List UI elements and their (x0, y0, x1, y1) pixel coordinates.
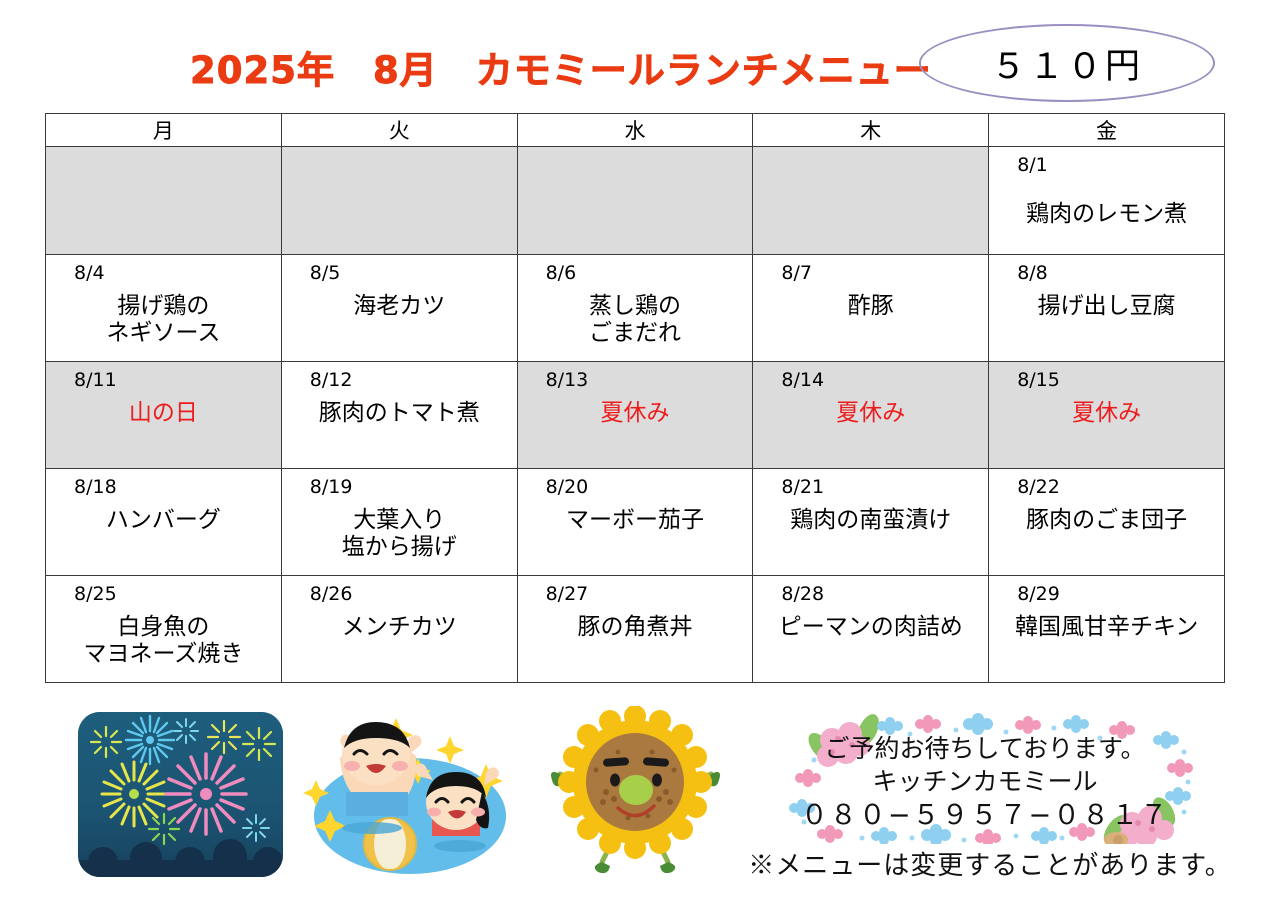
page-header: 2025年 8月 カモミールランチメニュー ５１０円 (0, 0, 1280, 112)
calendar-cell: 8/15 夏休み (988, 361, 1225, 469)
calendar-cell: 8/13 夏休み (516, 361, 754, 469)
contact-block: ご予約お待ちしております。 キッチンカモミール ０８０−５９５７−０８１７ (760, 712, 1210, 844)
cell-menu: メンチカツ (341, 614, 457, 640)
contact-text: ご予約お待ちしております。 キッチンカモミール ０８０−５９５７−０８１７ (760, 732, 1210, 834)
shop-name: キッチンカモミール (872, 767, 1098, 796)
table-row: 8/4 揚げ鶏の ネギソース 8/5 海老カツ 8/6 蒸し鶏の ごまだれ 8/… (45, 254, 1225, 362)
cell-date: 8/25 (74, 583, 117, 605)
table-row: 8/11 山の日 8/12 豚肉のトマト煮 8/13 夏休み 8/14 夏休み … (45, 361, 1225, 469)
price-badge: ５１０円 (919, 24, 1215, 102)
calendar-cell: 8/14 夏休み (752, 361, 990, 469)
reservation-message: ご予約お待ちしております。 (824, 734, 1146, 763)
table-row: 8/18 ハンバーグ 8/19 大葉入り 塩から揚げ 8/20 マーボー茄子 8… (45, 468, 1225, 576)
cell-date: 8/1 (1017, 154, 1048, 176)
page-title: 2025年 8月 カモミールランチメニュー (190, 49, 932, 93)
hydrangea-frame-icon (789, 713, 1193, 844)
cell-date: 8/22 (1017, 476, 1060, 498)
cell-menu: 海老カツ (353, 293, 446, 319)
calendar-cell (516, 146, 754, 255)
cell-date: 8/8 (1017, 262, 1048, 284)
phone-number[interactable]: ０８０−５９５７−０８１７ (800, 800, 1170, 831)
calendar-cell: 8/28 ピーマンの肉詰め (752, 575, 990, 683)
price-label: ５１０円 (990, 46, 1143, 87)
calendar-cell: 8/27 豚の角煮丼 (516, 575, 754, 683)
cell-menu: 韓国風甘辛チキン (1014, 614, 1199, 640)
cell-date: 8/6 (545, 262, 577, 284)
cell-menu: 夏休み (600, 400, 670, 426)
calendar-cell: 8/8 揚げ出し豆腐 (988, 254, 1225, 362)
calendar-cell: 8/11 山の日 (45, 361, 282, 469)
cell-date: 8/11 (74, 369, 117, 391)
day-header-thu: 木 (752, 113, 990, 147)
calendar-header-row: 月 火 水 木 金 (45, 113, 1225, 147)
table-row: 8/1 鶏肉のレモン煮 (45, 146, 1225, 255)
sunflower-icon (548, 705, 723, 876)
cell-date: 8/12 (309, 369, 353, 391)
cell-menu: 豚の角煮丼 (577, 614, 693, 640)
calendar-cell: 8/4 揚げ鶏の ネギソース (45, 254, 282, 362)
calendar-cell (45, 146, 282, 255)
cell-menu: ハンバーグ (105, 507, 221, 533)
calendar-cell: 8/21 鶏肉の南蛮漬け (752, 468, 990, 576)
menu-change-note: ※メニューは変更することがあります。 (748, 851, 1232, 881)
day-header-mon: 月 (45, 113, 282, 147)
calendar-cell: 8/22 豚肉のごま団子 (988, 468, 1225, 576)
cell-menu: 酢豚 (847, 293, 894, 319)
cell-date: 8/5 (309, 262, 341, 284)
calendar-cell (280, 146, 518, 255)
cell-menu: 豚肉のトマト煮 (318, 400, 480, 426)
cell-date: 8/13 (545, 369, 589, 391)
cell-menu: ピーマンの肉詰め (778, 614, 963, 640)
cell-date: 8/29 (1017, 583, 1060, 605)
calendar-cell: 8/7 酢豚 (752, 254, 990, 362)
lunch-menu-calendar: 月 火 水 木 金 8/1 鶏肉のレモン煮 8/4 揚げ鶏の ネギソース (45, 113, 1225, 683)
calendar-cell: 8/18 ハンバーグ (45, 468, 282, 576)
cell-date: 8/26 (309, 583, 353, 605)
cell-date: 8/15 (1017, 369, 1060, 391)
cell-menu: 鶏肉のレモン煮 (1026, 201, 1188, 227)
calendar-cell: 8/26 メンチカツ (280, 575, 518, 683)
table-row: 8/25 白身魚の マヨネーズ焼き 8/26 メンチカツ 8/27 豚の角煮丼 … (45, 575, 1225, 683)
calendar-cell: 8/25 白身魚の マヨネーズ焼き (45, 575, 282, 683)
calendar-cell: 8/5 海老カツ (280, 254, 518, 362)
swimming-kids-icon (300, 706, 520, 878)
cell-date: 8/20 (545, 476, 589, 498)
cell-menu: 夏休み (1072, 400, 1142, 426)
cell-date: 8/27 (545, 583, 589, 605)
calendar-cell: 8/12 豚肉のトマト煮 (280, 361, 518, 469)
calendar-cell: 8/20 マーボー茄子 (516, 468, 754, 576)
calendar-body: 8/1 鶏肉のレモン煮 8/4 揚げ鶏の ネギソース 8/5 海老カツ 8/6 … (45, 146, 1225, 683)
cell-menu: 揚げ鶏の ネギソース (106, 293, 221, 346)
cell-date: 8/7 (781, 262, 812, 284)
cell-menu: 白身魚の マヨネーズ焼き (83, 614, 244, 667)
cell-date: 8/21 (781, 476, 825, 498)
calendar-cell: 8/1 鶏肉のレモン煮 (988, 146, 1225, 255)
day-header-fri: 金 (988, 113, 1225, 147)
cell-menu: 大葉入り 塩から揚げ (341, 507, 457, 560)
cell-date: 8/14 (781, 369, 825, 391)
calendar-cell: 8/6 蒸し鶏の ごまだれ (516, 254, 754, 362)
day-header-wed: 水 (516, 113, 754, 147)
cell-date: 8/28 (781, 583, 825, 605)
calendar-cell: 8/29 韓国風甘辛チキン (988, 575, 1225, 683)
cell-menu: 豚肉のごま団子 (1026, 507, 1188, 533)
cell-menu: 山の日 (128, 400, 198, 426)
cell-date: 8/4 (74, 262, 105, 284)
fireworks-icon (78, 712, 283, 877)
cell-menu: マーボー茄子 (565, 507, 704, 533)
cell-menu: 鶏肉の南蛮漬け (790, 507, 952, 533)
calendar-cell (752, 146, 990, 255)
cell-menu: 夏休み (836, 400, 906, 426)
day-header-tue: 火 (280, 113, 518, 147)
cell-date: 8/19 (309, 476, 353, 498)
cell-menu: 蒸し鶏の ごまだれ (588, 293, 681, 346)
cell-menu: 揚げ出し豆腐 (1037, 293, 1176, 319)
calendar-cell: 8/19 大葉入り 塩から揚げ (280, 468, 518, 576)
cell-date: 8/18 (74, 476, 117, 498)
